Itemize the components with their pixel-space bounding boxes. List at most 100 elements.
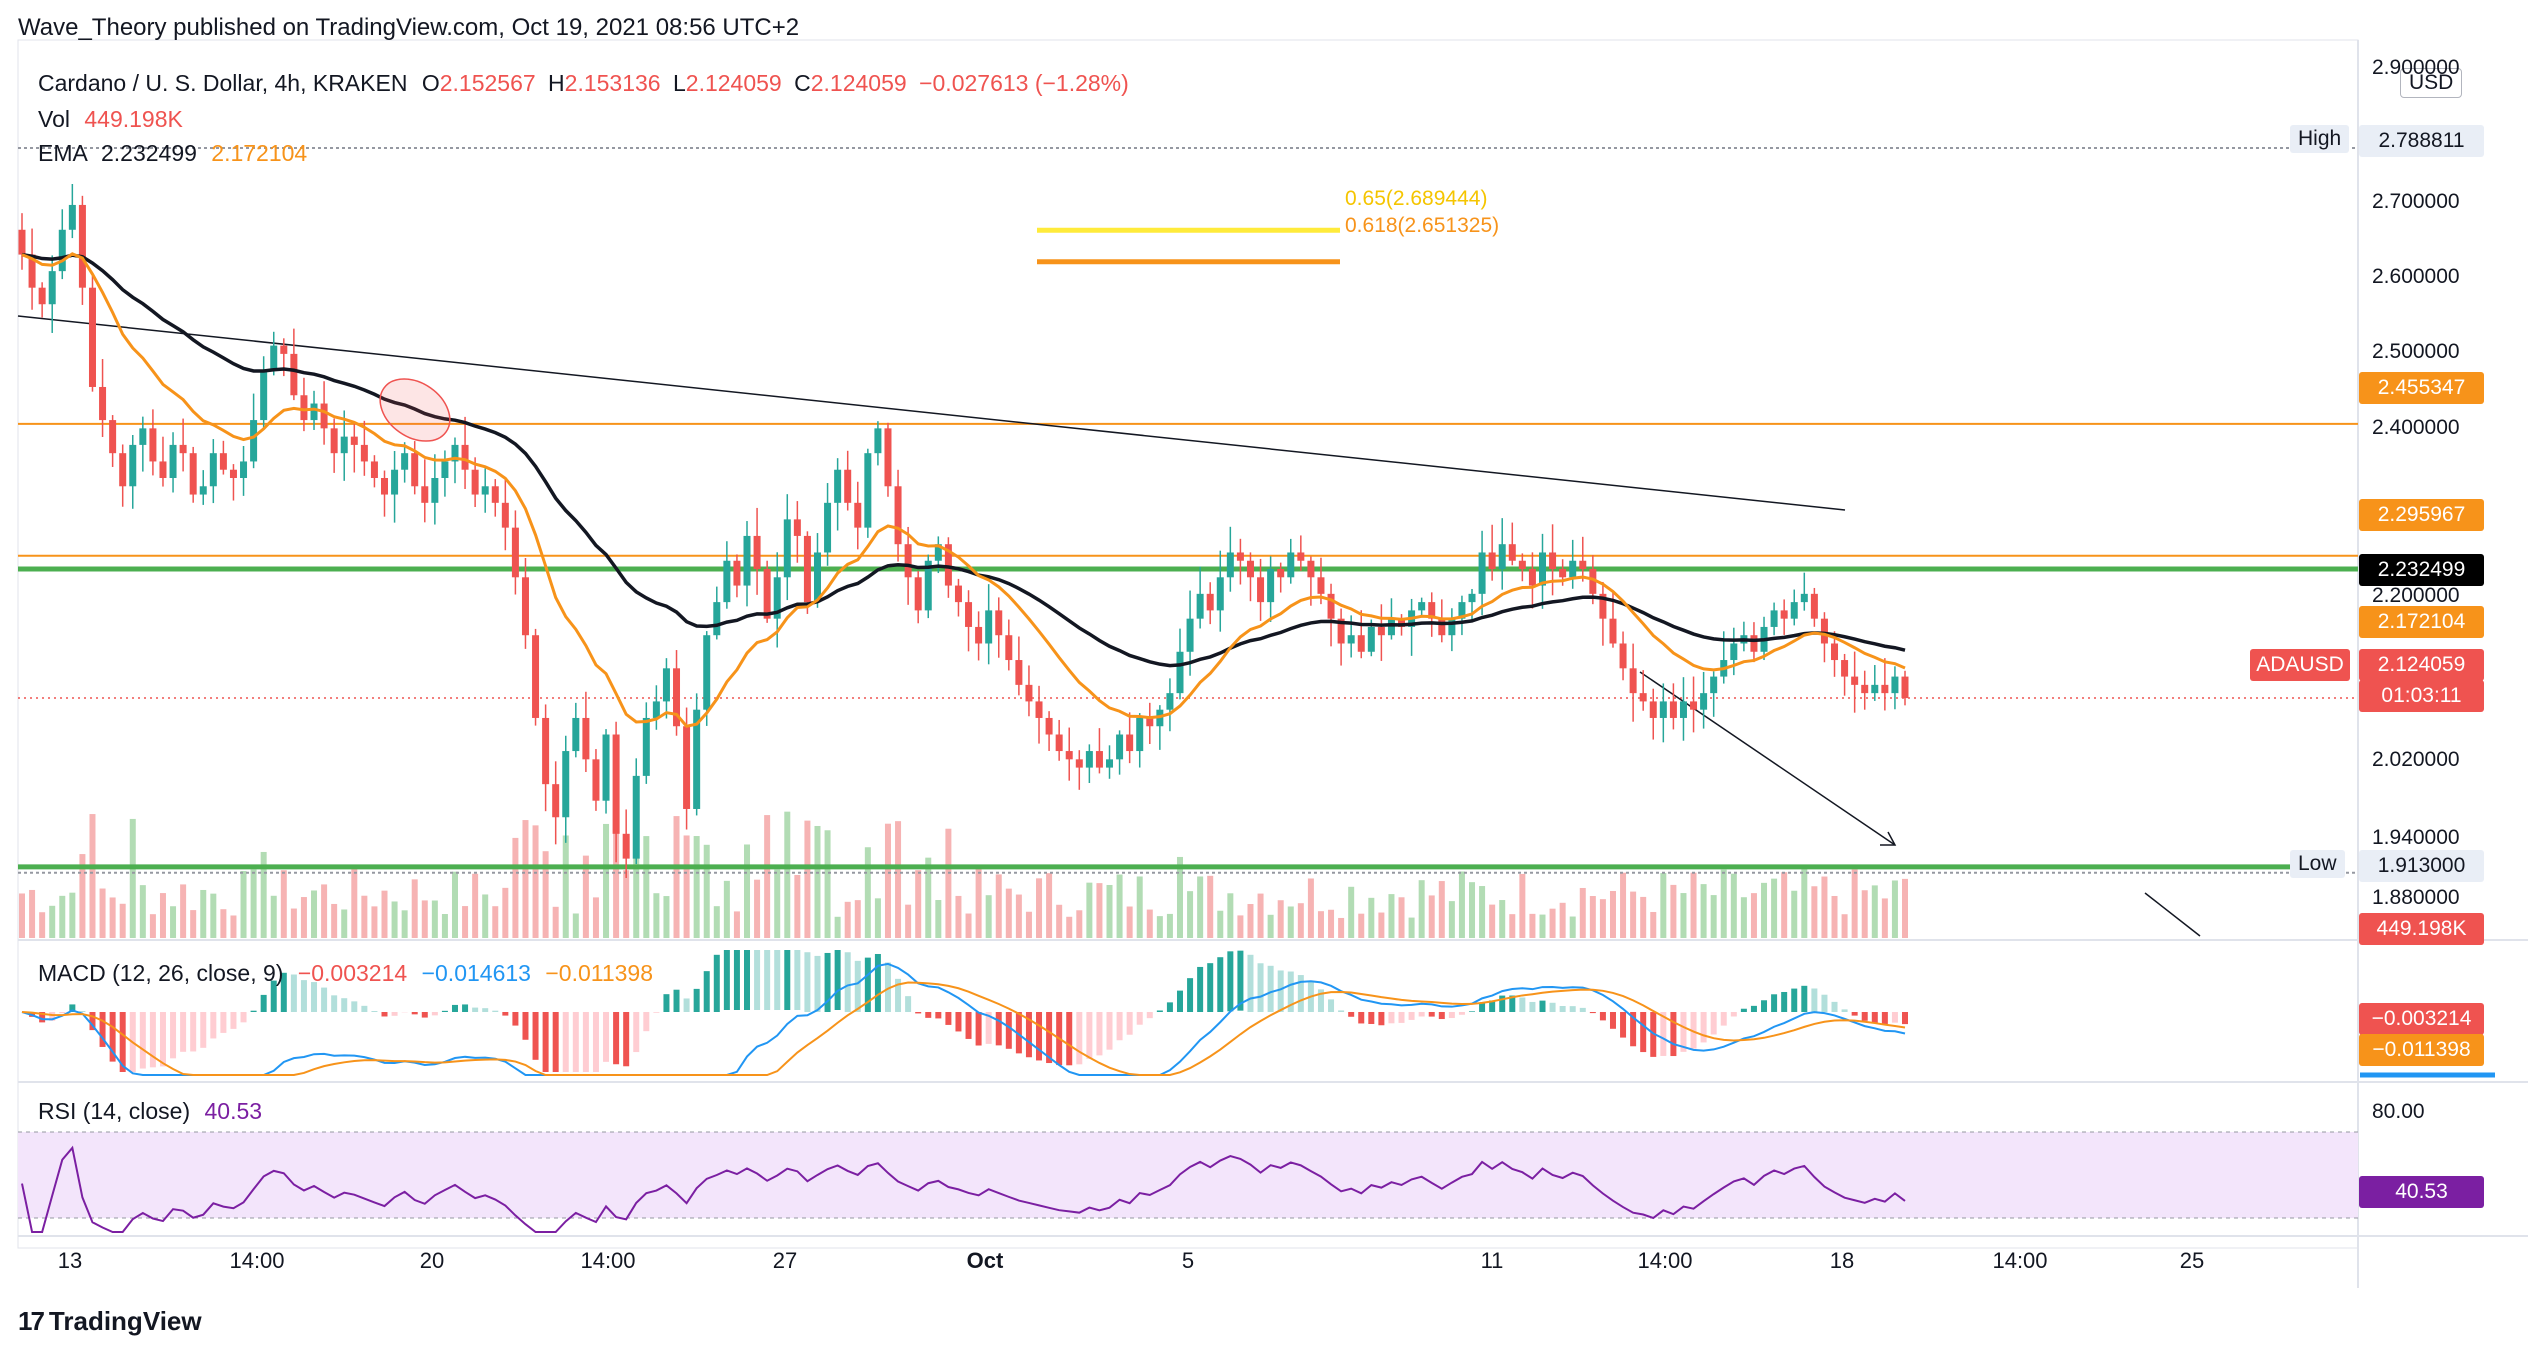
tradingview-logo-icon: 17 (18, 1306, 45, 1336)
arrow-head-icon (1880, 831, 1897, 846)
candle-body (1075, 759, 1083, 768)
rsi-legend: RSI (14, close) 40.53 (38, 1098, 262, 1125)
candle-body (552, 784, 560, 818)
candle-body (1901, 676, 1909, 699)
macd-histogram-bar (874, 953, 881, 1012)
vol-label[interactable]: Vol (38, 106, 70, 132)
macd-histogram-bar (1740, 1008, 1747, 1012)
volume-bar (1166, 913, 1173, 938)
volume-bar (1630, 891, 1637, 938)
candle-body (582, 717, 590, 760)
candle-body (1528, 569, 1536, 586)
candle-body (1257, 577, 1265, 603)
ema-label[interactable]: EMA (38, 140, 87, 166)
candle-body (88, 287, 96, 387)
ohlc-h: 2.153136 (564, 70, 661, 96)
rsi-tag: 40.53 (2359, 1176, 2484, 1208)
candle-body (854, 502, 862, 528)
candle-body (219, 453, 227, 470)
symbol-price-label: ADAUSD (2250, 649, 2350, 681)
macd-histogram-bar (290, 974, 297, 1012)
volume-legend: Vol 449.198K (38, 106, 183, 133)
x-axis-label: 14:00 (1637, 1248, 1693, 1273)
macd-histogram-bar (1841, 1009, 1848, 1012)
macd-histogram-bar (240, 1012, 247, 1023)
x-axis-label: 5 (1181, 1248, 1195, 1273)
macd-histogram-bar (321, 987, 328, 1012)
volume-bar (1539, 914, 1546, 938)
volume-bar (39, 912, 46, 938)
volume-bar (1569, 916, 1576, 938)
symbol-name[interactable]: Cardano / U. S. Dollar, 4h, KRAKEN (38, 70, 408, 96)
candle-body (884, 428, 892, 487)
volume-tag: 449.198K (2359, 913, 2484, 945)
volume-bar (250, 869, 257, 938)
macd-histogram-bar (824, 952, 831, 1012)
macd-histogram-bar (955, 1012, 962, 1032)
volume-bar (200, 889, 207, 938)
volume-bar (754, 879, 761, 938)
candle-body (1609, 618, 1617, 644)
volume-bar (1358, 913, 1365, 938)
macd-histogram-bar (1156, 1010, 1163, 1012)
candle-body (1085, 751, 1093, 768)
candle-body (189, 453, 197, 495)
macd-histogram-bar (1217, 957, 1224, 1012)
candle-body (864, 453, 872, 528)
volume-bar (653, 893, 660, 938)
candle-body (401, 453, 409, 470)
axis-label: 2.200000 (2372, 584, 2460, 607)
rsi-label[interactable]: RSI (14, close) (38, 1098, 191, 1124)
volume-bar (834, 916, 841, 938)
macd-histogram-bar (79, 1011, 86, 1012)
macd-histogram-bar (1086, 1012, 1093, 1059)
candle-body (159, 461, 167, 478)
volume-bar (1277, 900, 1284, 938)
candle-body (965, 602, 973, 627)
volume-bar (1156, 916, 1163, 938)
volume-bar (1670, 884, 1677, 938)
x-axis-label: 11 (1480, 1248, 1504, 1273)
candle-body (1045, 717, 1053, 735)
candle-body (1297, 552, 1305, 561)
macd-histogram-bar (421, 1012, 428, 1018)
volume-bar (854, 900, 861, 938)
candle-body (1347, 635, 1355, 644)
macd-histogram-bar (1559, 1006, 1566, 1012)
candle-body (894, 486, 902, 545)
volume-bar (995, 874, 1002, 938)
candle-body (199, 486, 207, 495)
macd-histogram-bar (754, 950, 761, 1010)
currency-button[interactable]: USD (2400, 68, 2463, 98)
macd-histogram-bar (542, 1012, 549, 1072)
volume-bar (874, 898, 881, 938)
macd-histogram-bar (1589, 1012, 1596, 1014)
volume-bar (713, 906, 720, 938)
candle-body (1569, 560, 1577, 578)
volume-bar (1025, 911, 1032, 938)
ema-fast-tag: 2.172104 (2359, 606, 2484, 638)
volume-bar (1338, 917, 1345, 938)
macd-histogram-bar (633, 1012, 640, 1053)
macd-histogram-bar (552, 1012, 559, 1072)
volume-bar (643, 836, 650, 938)
candle-body (1518, 560, 1526, 570)
candle-body (129, 444, 137, 487)
candle-body (562, 751, 570, 818)
volume-bar (1469, 882, 1476, 938)
macd-histogram-bar (1599, 1012, 1606, 1021)
macd-label[interactable]: MACD (12, 26, close, 9) (38, 960, 284, 986)
volume-bar (764, 815, 771, 938)
candle-body (824, 502, 832, 553)
macd-histogram-bar (1519, 997, 1526, 1012)
x-axis-label: 20 (419, 1248, 445, 1273)
candle-body (149, 428, 157, 462)
macd-histogram-bar (905, 996, 912, 1012)
macd-histogram-bar (1227, 951, 1234, 1012)
brand-footer[interactable]: 17 TradingView (18, 1306, 202, 1337)
candle-body (532, 635, 540, 718)
volume-bar (1680, 893, 1687, 938)
macd-histogram-bar (1660, 1012, 1667, 1056)
volume-bar (1368, 897, 1375, 938)
